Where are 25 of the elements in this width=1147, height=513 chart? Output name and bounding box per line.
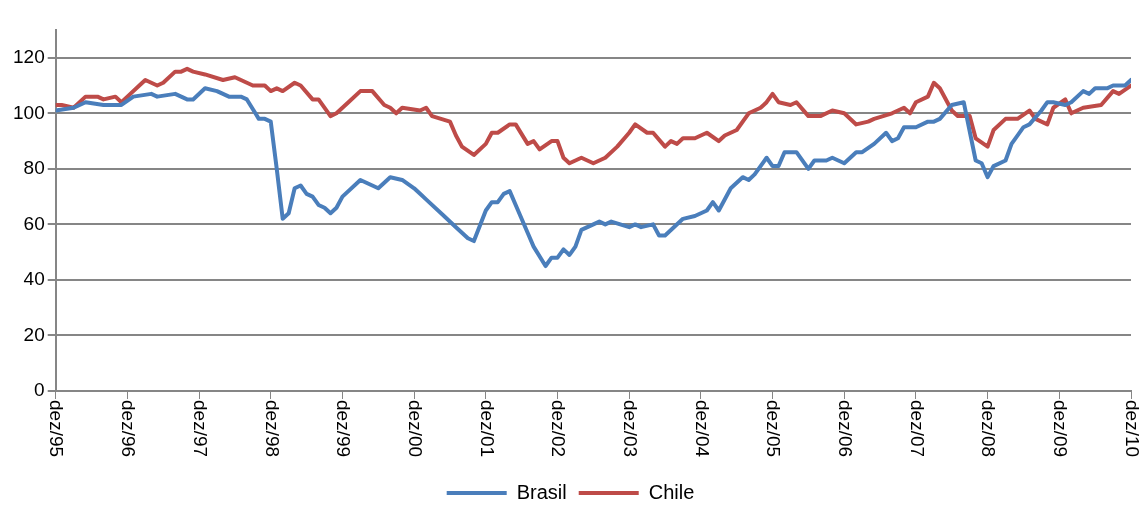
x-tick-label: dez/97 xyxy=(189,400,211,458)
x-tick-label: dez/96 xyxy=(118,400,140,458)
x-tick-label: dez/98 xyxy=(261,400,283,458)
x-tick-label: dez/08 xyxy=(978,400,1000,458)
x-tick-label: dez/03 xyxy=(619,400,641,458)
y-tick-label: 20 xyxy=(23,323,45,345)
x-tick-label: dez/95 xyxy=(46,400,68,458)
x-tick-label: dez/99 xyxy=(333,400,355,458)
y-tick-label: 80 xyxy=(23,157,45,179)
x-tick-label: dez/06 xyxy=(835,400,857,458)
y-tick-label: 120 xyxy=(13,46,45,67)
x-tick-label: dez/10 xyxy=(1121,400,1143,458)
x-tick-label: dez/07 xyxy=(906,400,928,458)
legend-label: Brasil xyxy=(516,480,567,503)
x-tick-label: dez/01 xyxy=(476,400,498,458)
x-tick-label: dez/09 xyxy=(1050,400,1072,458)
y-tick-label: 60 xyxy=(23,212,45,234)
x-tick-label: dez/05 xyxy=(763,400,785,458)
x-tick-label: dez/04 xyxy=(691,400,713,458)
x-tick-label: dez/00 xyxy=(404,400,426,458)
x-tick-label: dez/02 xyxy=(548,400,570,458)
y-tick-label: 100 xyxy=(13,101,45,123)
y-tick-label: 0 xyxy=(34,379,45,401)
legend-label: Chile xyxy=(648,480,695,503)
y-tick-label: 40 xyxy=(23,268,45,290)
